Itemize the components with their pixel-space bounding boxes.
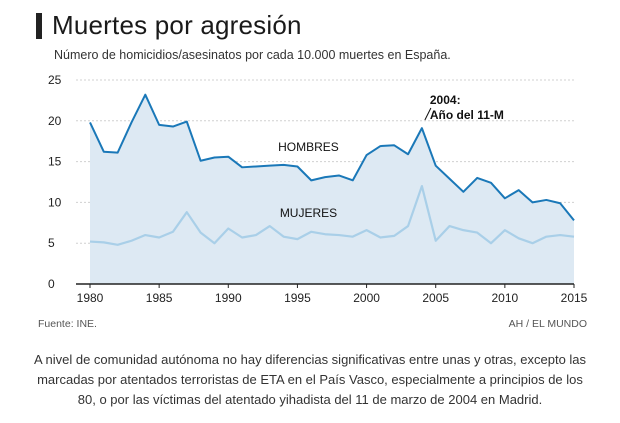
y-tick-label-0: 0	[48, 277, 55, 291]
hombres-line	[89, 93, 575, 221]
y-tick-label-20: 20	[48, 114, 62, 128]
y-tick-label-5: 5	[48, 236, 55, 250]
title-row: Muertes por agresión	[36, 10, 302, 41]
series-label-hombres: HOMBRES	[278, 140, 339, 154]
y-tick-label-25: 25	[48, 73, 62, 87]
mujeres-line	[89, 184, 575, 246]
annotation-label: Año del 11-M	[430, 108, 504, 122]
title-accent-bar	[36, 12, 42, 39]
x-tick-label-1990: 1990	[215, 291, 242, 305]
x-tick-label-1985: 1985	[146, 291, 173, 305]
x-tick-label-2010: 2010	[492, 291, 519, 305]
hombres-area	[90, 94, 574, 284]
x-tick-label-2005: 2005	[422, 291, 449, 305]
chart-caption: A nivel de comunidad autónoma no hay dif…	[33, 352, 587, 407]
x-tick-label-2000: 2000	[353, 291, 380, 305]
annotation-leader	[424, 107, 432, 121]
chart-subtitle: Número de homicidios/asesinatos por cada…	[54, 48, 451, 62]
x-tick-label-1995: 1995	[284, 291, 311, 305]
source-note: Fuente: INE.	[38, 318, 97, 330]
credit-note: AH / EL MUNDO	[508, 318, 587, 330]
y-tick-label-10: 10	[48, 195, 62, 209]
chart-title: Muertes por agresión	[52, 10, 302, 40]
x-tick-label-1980: 1980	[77, 291, 104, 305]
x-tick-label-2015: 2015	[561, 291, 588, 305]
annotation-year: 2004:	[430, 93, 461, 107]
y-tick-label-15: 15	[48, 155, 62, 169]
series-label-mujeres: MUJERES	[280, 206, 337, 220]
